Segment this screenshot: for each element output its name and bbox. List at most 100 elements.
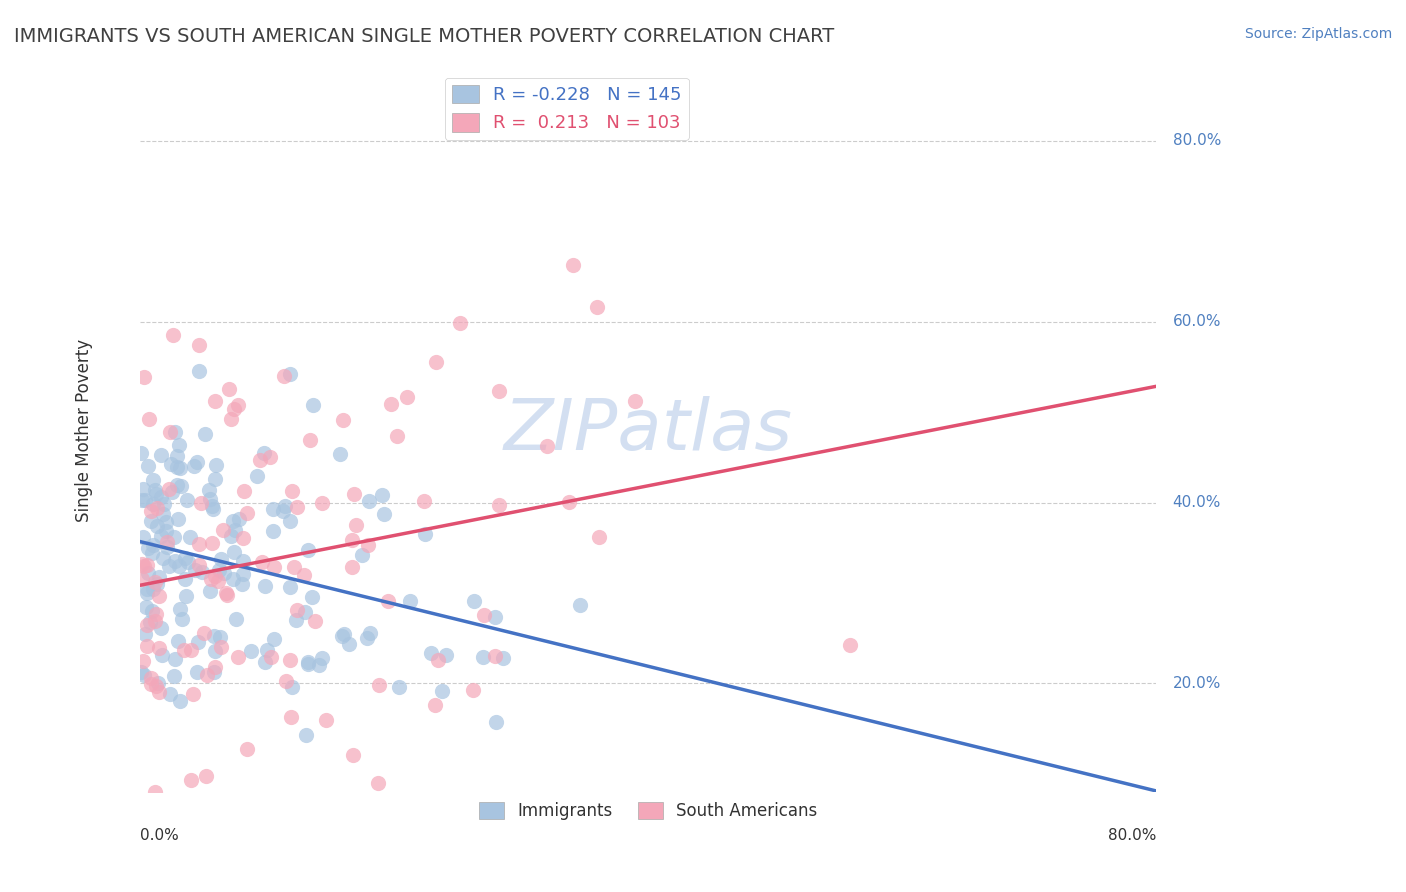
Point bbox=[333, 627, 356, 641]
Point bbox=[536, 439, 558, 453]
Point bbox=[484, 649, 506, 664]
Point bbox=[166, 460, 188, 475]
Point bbox=[187, 338, 209, 352]
Point bbox=[162, 485, 184, 500]
Point bbox=[388, 681, 411, 695]
Point bbox=[136, 639, 159, 653]
Point bbox=[156, 534, 179, 549]
Point bbox=[177, 555, 200, 569]
Point bbox=[311, 496, 333, 510]
Text: Source: ZipAtlas.com: Source: ZipAtlas.com bbox=[1244, 27, 1392, 41]
Point bbox=[184, 563, 207, 577]
Point bbox=[228, 511, 250, 525]
Text: 0.0%: 0.0% bbox=[141, 828, 179, 843]
Point bbox=[150, 529, 173, 543]
Point bbox=[222, 572, 245, 586]
Point bbox=[145, 607, 167, 622]
Point bbox=[463, 682, 485, 697]
Point bbox=[195, 668, 218, 682]
Point bbox=[471, 649, 494, 664]
Point bbox=[413, 526, 436, 541]
Point bbox=[423, 698, 446, 712]
Point bbox=[131, 446, 153, 460]
Point bbox=[246, 468, 269, 483]
Point bbox=[139, 514, 162, 528]
Text: 80.0%: 80.0% bbox=[1173, 134, 1220, 148]
Point bbox=[136, 617, 159, 632]
Point bbox=[167, 559, 190, 574]
Point bbox=[186, 455, 208, 469]
Point bbox=[233, 484, 256, 499]
Point bbox=[198, 583, 221, 598]
Point bbox=[131, 665, 153, 680]
Point bbox=[222, 401, 245, 416]
Point bbox=[136, 566, 159, 580]
Point bbox=[155, 515, 177, 529]
Point bbox=[132, 654, 155, 668]
Point bbox=[159, 687, 181, 701]
Point bbox=[294, 728, 316, 742]
Point bbox=[146, 676, 169, 690]
Point bbox=[413, 494, 436, 508]
Point bbox=[271, 503, 294, 517]
Point bbox=[134, 559, 156, 574]
Point bbox=[434, 648, 457, 663]
Point bbox=[838, 638, 860, 652]
Point bbox=[226, 398, 249, 412]
Point bbox=[302, 399, 325, 413]
Point bbox=[420, 646, 443, 660]
Point bbox=[134, 493, 156, 508]
Point bbox=[135, 582, 157, 596]
Point bbox=[278, 514, 301, 528]
Point bbox=[169, 602, 191, 616]
Point bbox=[167, 437, 190, 451]
Point bbox=[157, 558, 180, 573]
Point bbox=[204, 393, 226, 408]
Text: IMMIGRANTS VS SOUTH AMERICAN SINGLE MOTHER POVERTY CORRELATION CHART: IMMIGRANTS VS SOUTH AMERICAN SINGLE MOTH… bbox=[14, 27, 834, 45]
Point bbox=[371, 487, 394, 501]
Point bbox=[132, 483, 155, 497]
Point bbox=[209, 640, 232, 654]
Point bbox=[145, 483, 167, 498]
Point bbox=[262, 502, 284, 516]
Point bbox=[280, 367, 302, 381]
Point bbox=[204, 472, 226, 486]
Point bbox=[131, 493, 153, 508]
Point bbox=[297, 542, 319, 557]
Point bbox=[484, 610, 506, 624]
Point bbox=[225, 612, 247, 626]
Point bbox=[176, 493, 198, 508]
Point bbox=[380, 397, 402, 411]
Point bbox=[304, 614, 326, 628]
Point bbox=[356, 632, 378, 646]
Point bbox=[377, 594, 399, 608]
Point bbox=[332, 413, 354, 427]
Point bbox=[253, 655, 276, 669]
Point bbox=[226, 650, 249, 665]
Point bbox=[195, 769, 218, 783]
Point bbox=[249, 453, 271, 467]
Point bbox=[139, 676, 162, 690]
Point bbox=[166, 478, 188, 492]
Point bbox=[155, 524, 177, 538]
Point bbox=[308, 657, 330, 672]
Point bbox=[198, 483, 221, 497]
Point bbox=[218, 382, 240, 396]
Point bbox=[294, 605, 316, 619]
Point bbox=[485, 715, 508, 730]
Point bbox=[281, 483, 304, 498]
Point bbox=[399, 594, 422, 608]
Point bbox=[340, 533, 363, 547]
Point bbox=[170, 479, 193, 493]
Point bbox=[180, 773, 202, 788]
Point bbox=[148, 640, 170, 655]
Point bbox=[165, 554, 187, 568]
Point bbox=[163, 652, 186, 666]
Point bbox=[149, 448, 172, 462]
Point bbox=[179, 530, 201, 544]
Point bbox=[142, 473, 165, 487]
Point bbox=[163, 530, 186, 544]
Point bbox=[343, 487, 366, 501]
Point bbox=[474, 608, 496, 623]
Point bbox=[143, 614, 166, 628]
